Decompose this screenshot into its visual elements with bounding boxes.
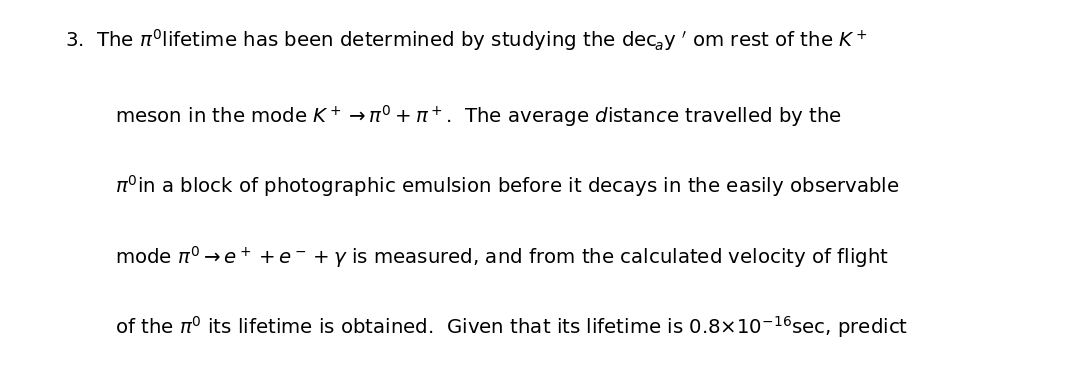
Text: of the $\pi^0$ its lifetime is obtained.  Given that its lifetime is 0.8$\times$: of the $\pi^0$ its lifetime is obtained.… <box>115 314 908 340</box>
Text: meson in the mode $K^+ \rightarrow \pi^0 + \pi^+$.  The average $\mathit{d}$ista: meson in the mode $K^+ \rightarrow \pi^0… <box>115 103 841 129</box>
Text: 3.  The $\pi^0$lifetime has been determined by studying the dec$_{\!a}$y $'$ om : 3. The $\pi^0$lifetime has been determin… <box>65 27 868 53</box>
Text: $\pi^0$in a block of photographic emulsion before it decays in the easily observ: $\pi^0$in a block of photographic emulsi… <box>115 173 899 199</box>
Text: mode $\pi^0 \rightarrow e^+ + e^- + \gamma$ is measured, and from the calculated: mode $\pi^0 \rightarrow e^+ + e^- + \gam… <box>115 244 888 270</box>
